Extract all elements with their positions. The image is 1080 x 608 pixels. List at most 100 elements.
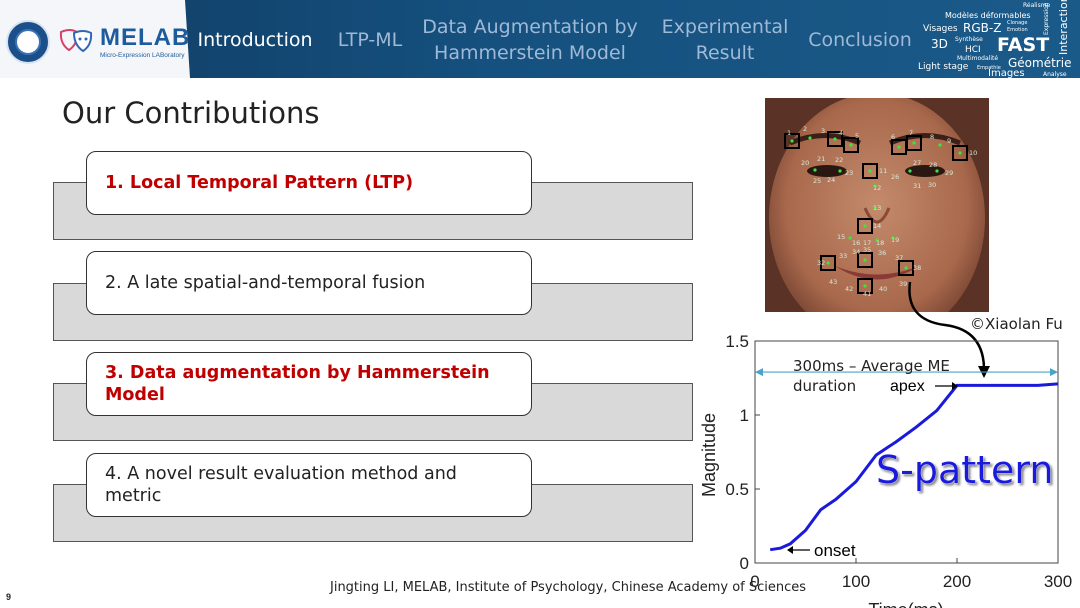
landmark-label: 42	[845, 285, 853, 293]
logo-panel: MELAB Micro-Expression LABoratory	[0, 0, 190, 78]
landmark-label: 17	[863, 239, 871, 247]
contribution-card-1: 1. Local Temporal Pattern (LTP)	[86, 151, 532, 215]
masks-logo-icon	[59, 29, 93, 53]
keyword: Images	[988, 68, 1025, 79]
landmark-label: 19	[891, 236, 899, 244]
landmark-label: 4	[839, 129, 843, 137]
landmark-label: 7	[909, 129, 913, 137]
institute-emblem-icon	[6, 20, 50, 64]
keyword: Empathie	[977, 65, 1001, 71]
lab-logo-text: MELAB	[100, 24, 191, 51]
landmark-label: 15	[837, 233, 845, 241]
duration-span-arrow	[755, 368, 1058, 377]
landmark-label: 20	[801, 159, 809, 167]
keyword: Light stage	[918, 62, 969, 72]
nav-tab-conclusion[interactable]: Conclusion	[808, 29, 912, 51]
landmark-label: 9	[947, 137, 951, 145]
landmark-label: 34	[852, 248, 860, 256]
y-tick-label: 0	[740, 554, 749, 573]
landmark-label: 21	[817, 155, 825, 163]
landmark-label: 32	[817, 259, 825, 267]
keyword: Clonage	[1007, 20, 1028, 26]
nav-tab-experimental-result-line1: Experimental	[661, 16, 789, 38]
keyword: Multimodalité	[957, 55, 999, 62]
duration-annotation-line1: 300ms – Average ME	[793, 357, 950, 375]
image-credit: ©Xiaolan Fu	[970, 315, 1063, 333]
y-tick-label: 0.5	[725, 480, 749, 499]
nav-tab-ltp-ml[interactable]: LTP-ML	[337, 29, 403, 51]
contribution-text: 2. A late spatial-and-temporal fusion	[105, 273, 426, 293]
landmark-label: 11	[879, 167, 887, 175]
plot-area	[754, 340, 1059, 564]
lab-logo-subtitle: Micro-Expression LABoratory	[100, 52, 185, 59]
landmark-label: 10	[969, 149, 977, 157]
keyword: Visages	[923, 24, 958, 34]
nav-tab-data-augmentation-line2: Hammerstein Model	[434, 42, 626, 64]
landmark-label: 43	[829, 278, 837, 286]
top-navigation-bar: MELAB Micro-Expression LABoratory Introd…	[0, 0, 1080, 79]
slide-title: Our Contributions	[62, 96, 320, 130]
landmark-label: 5	[855, 132, 859, 140]
x-tick-label: 0	[750, 572, 759, 591]
y-axis-label: Magnitude	[699, 413, 719, 497]
s-pattern-chart: 0 0.5 1 1.5 0 100 200 300 Magnitude Time(ms) 3…	[699, 332, 1072, 608]
apex-label: apex	[890, 378, 925, 395]
landmark-label: 12	[873, 184, 881, 192]
keyword: HCI	[965, 45, 981, 55]
landmark-label: 22	[835, 156, 843, 164]
landmark-label: 33	[839, 252, 847, 260]
landmark-label: 3	[821, 127, 825, 135]
landmark-label: 1	[787, 129, 791, 137]
contribution-card-2: 2. A late spatial-and-temporal fusion	[86, 251, 532, 315]
nav-tab-introduction[interactable]: Introduction	[197, 29, 313, 51]
nav-tab-data-augmentation[interactable]: Data Augmentation by Hammerstein Model	[420, 14, 640, 66]
landmark-label: 23	[845, 169, 853, 177]
keyword: Modèles déformables	[945, 11, 1031, 20]
duration-annotation-line2: duration	[793, 377, 856, 395]
face-landmark-image: 1 2 3 4 5 6 7 8 9 10 11 12 13 14 15 16 1…	[765, 98, 989, 312]
landmark-label: 35	[863, 246, 871, 254]
x-tick-label: 300	[1044, 572, 1072, 591]
x-tick-label: 200	[943, 572, 971, 591]
keyword: FAST	[997, 34, 1050, 56]
apex-arrowhead-icon	[952, 382, 958, 390]
landmark-label: 18	[876, 239, 884, 247]
y-tick-label: 1	[740, 406, 749, 425]
landmark-label: 2	[803, 125, 807, 133]
landmark-label: 37	[895, 254, 903, 262]
landmark-label: 8	[930, 133, 934, 141]
series-line	[769, 382, 1059, 552]
slide-footer: Jingting LI, MELAB, Institute of Psychol…	[330, 580, 807, 595]
landmark-label: 31	[913, 182, 921, 190]
y-tick-label: 1.5	[725, 332, 749, 351]
onset-arrowhead-icon	[787, 546, 793, 554]
nav-tab-data-augmentation-line1: Data Augmentation by	[422, 16, 638, 38]
landmark-label: 40	[879, 285, 887, 293]
nav-tab-experimental-result[interactable]: Experimental Result	[655, 14, 795, 66]
landmark-label: 28	[929, 161, 937, 169]
contribution-text-line1: 3. Data augmentation by Hammerstein	[105, 363, 490, 383]
keyword: Interaction	[1057, 0, 1070, 55]
contribution-card-3: 3. Data augmentation by Hammerstein Mode…	[86, 352, 532, 416]
contribution-text: 1. Local Temporal Pattern (LTP)	[105, 173, 414, 193]
landmark-label: 39	[899, 280, 907, 288]
landmark-label: 29	[945, 169, 953, 177]
keyword: RGB-Z	[963, 21, 1002, 35]
landmark-label: 38	[913, 264, 921, 272]
landmark-label: 41	[863, 290, 871, 298]
x-axis-label: Time(ms)	[868, 600, 943, 608]
landmark-label: 27	[913, 159, 921, 167]
contribution-text-line2: metric	[105, 486, 162, 506]
contribution-card-4: 4. A novel result evaluation method and …	[86, 453, 532, 517]
keyword: Analyse	[1043, 71, 1067, 78]
onset-label: onset	[814, 541, 856, 560]
keyword: Emotion	[1007, 27, 1028, 33]
landmark-label: 6	[891, 133, 895, 141]
keyword: Expression	[1043, 2, 1050, 35]
landmark-label: 26	[891, 173, 899, 181]
x-tick-label: 100	[842, 572, 870, 591]
landmark-label: 25	[813, 177, 821, 185]
landmark-label: 14	[873, 222, 881, 230]
landmark-label: 30	[928, 181, 936, 189]
keyword: Réalisme	[1023, 2, 1051, 9]
